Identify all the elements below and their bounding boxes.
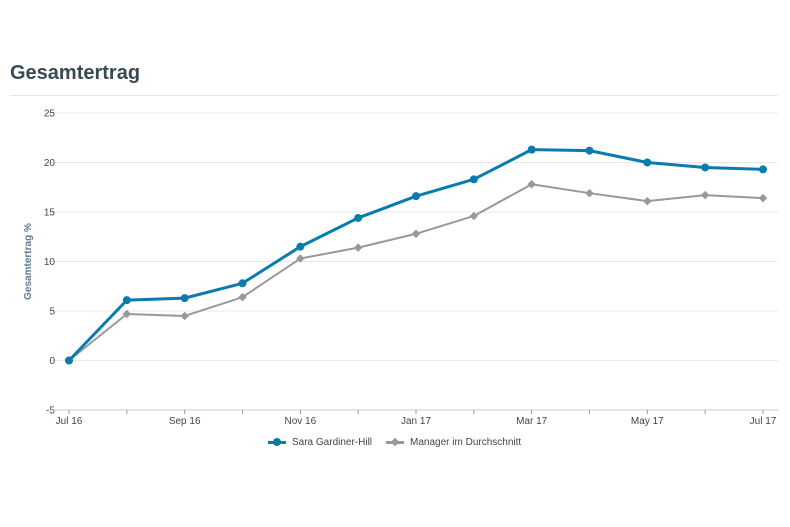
data-point-series-1 <box>180 294 189 303</box>
x-tick-label: Jan 17 <box>401 416 431 427</box>
data-point-series-2 <box>527 180 536 189</box>
title-divider <box>10 95 778 96</box>
chart-legend: Sara Gardiner-Hill Manager im Durchschni… <box>268 437 521 448</box>
data-point-series-1 <box>759 165 767 174</box>
y-tick-label: 20 <box>44 158 56 169</box>
y-tick-label: 0 <box>49 356 55 367</box>
y-tick-label: 5 <box>49 307 55 318</box>
y-tick-label: -5 <box>46 406 55 417</box>
legend-label-series-1: Sara Gardiner-Hill <box>292 437 373 448</box>
chart-title: Gesamtertrag <box>10 62 141 84</box>
y-tick-label: 25 <box>44 109 56 120</box>
data-point-series-1 <box>65 356 73 365</box>
data-point-series-2 <box>411 229 421 239</box>
legend-item-series-2[interactable]: Manager im Durchschnitt <box>386 437 521 448</box>
x-tick-label: Sep 16 <box>169 416 201 427</box>
legend-item-series-1[interactable]: Sara Gardiner-Hill <box>268 437 372 448</box>
legend-swatch-series-1 <box>268 438 286 446</box>
data-point-series-2 <box>238 292 247 302</box>
y-axis-title: Gesamtertrag % <box>23 223 34 300</box>
y-tick-label: 15 <box>44 208 56 219</box>
data-point-series-2 <box>180 311 189 321</box>
data-point-series-1 <box>585 146 594 155</box>
data-point-series-2 <box>353 243 363 252</box>
data-point-series-1 <box>238 279 247 288</box>
data-point-series-1 <box>701 163 710 172</box>
data-point-series-2 <box>585 188 594 198</box>
data-point-series-1 <box>469 175 478 184</box>
x-tick-label: May 17 <box>631 416 664 427</box>
legend-swatch-series-2 <box>386 437 405 447</box>
series-line-1 <box>67 148 764 362</box>
data-point-series-2 <box>700 190 710 200</box>
x-tick-label: Jul 16 <box>56 416 83 427</box>
data-point-series-2 <box>122 309 132 319</box>
data-point-series-1 <box>354 213 363 222</box>
x-tick-label: Jul 17 <box>750 416 777 427</box>
legend-label-series-2: Manager im Durchschnitt <box>410 437 522 448</box>
x-tick-label: Mar 17 <box>516 416 548 427</box>
y-tick-label: 10 <box>44 257 56 268</box>
data-point-series-1 <box>296 242 305 251</box>
data-point-series-2 <box>758 193 768 203</box>
x-tick-label: Nov 16 <box>284 416 316 427</box>
data-point-series-1 <box>527 145 536 154</box>
data-point-series-2 <box>469 211 479 221</box>
data-point-series-2 <box>643 196 652 206</box>
data-point-series-1 <box>643 158 652 167</box>
data-point-series-2 <box>296 254 305 263</box>
data-point-series-1 <box>412 192 420 201</box>
data-point-series-1 <box>122 296 131 305</box>
series-line-2 <box>68 183 764 362</box>
